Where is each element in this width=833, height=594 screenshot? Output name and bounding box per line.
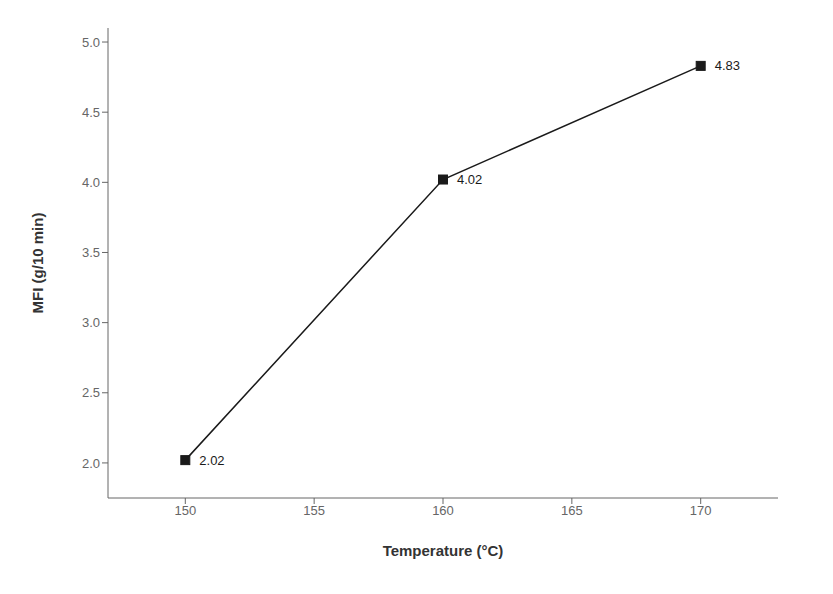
svg-text:165: 165: [561, 503, 583, 518]
svg-text:4.0: 4.0: [82, 175, 100, 190]
svg-text:2.5: 2.5: [82, 385, 100, 400]
svg-text:170: 170: [690, 503, 712, 518]
svg-text:MFI (g/10 min): MFI (g/10 min): [29, 213, 46, 314]
svg-text:5.0: 5.0: [82, 35, 100, 50]
svg-text:4.83: 4.83: [715, 58, 740, 73]
svg-text:4.02: 4.02: [457, 172, 482, 187]
svg-text:4.5: 4.5: [82, 105, 100, 120]
svg-text:3.5: 3.5: [82, 245, 100, 260]
svg-text:2.02: 2.02: [199, 453, 224, 468]
svg-text:Temperature (°C): Temperature (°C): [383, 542, 504, 559]
svg-text:3.0: 3.0: [82, 315, 100, 330]
svg-text:160: 160: [432, 503, 454, 518]
svg-text:150: 150: [174, 503, 196, 518]
svg-text:2.0: 2.0: [82, 456, 100, 471]
svg-text:155: 155: [303, 503, 325, 518]
